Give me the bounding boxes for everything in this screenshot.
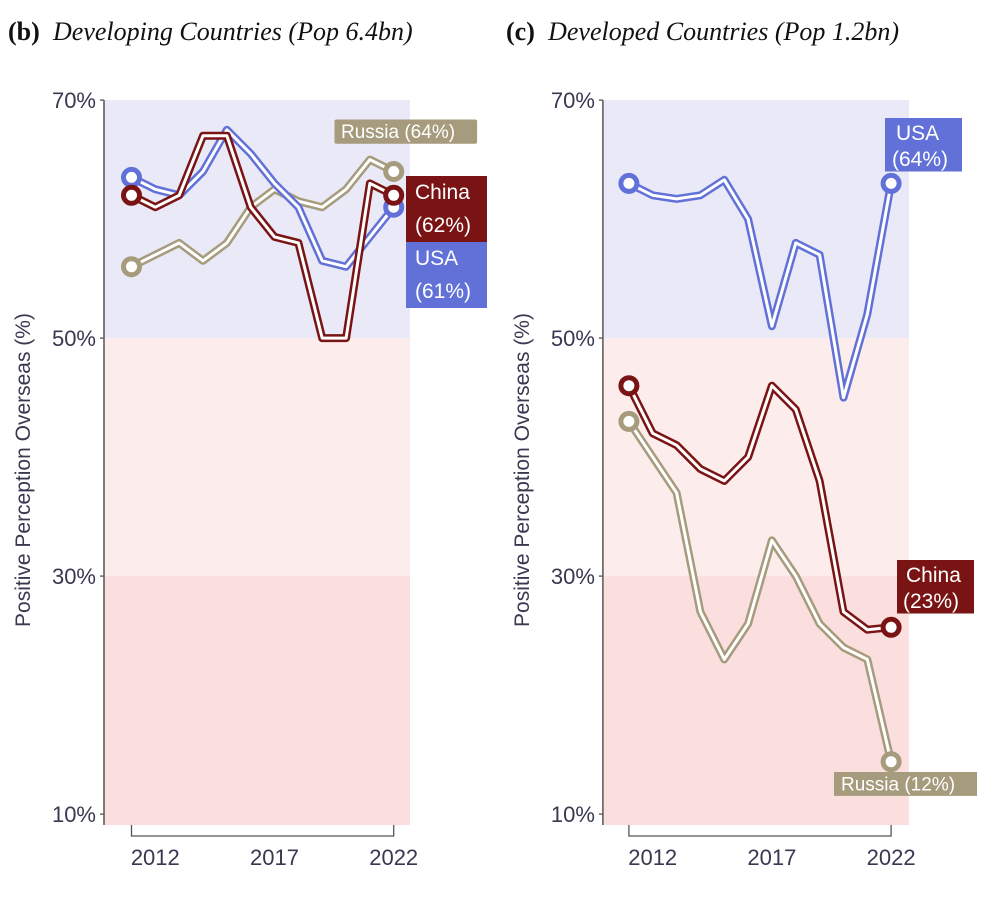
svg-text:(64%): (64%) [892, 148, 948, 171]
svg-text:2022: 2022 [867, 845, 916, 870]
svg-text:70%: 70% [551, 88, 595, 113]
svg-text:30%: 30% [551, 564, 595, 589]
svg-text:USA: USA [896, 122, 939, 145]
svg-text:70%: 70% [52, 88, 96, 113]
svg-text:2017: 2017 [250, 845, 299, 870]
svg-text:2022: 2022 [369, 845, 418, 870]
svg-text:30%: 30% [52, 564, 96, 589]
svg-text:10%: 10% [551, 802, 595, 827]
svg-text:10%: 10% [52, 802, 96, 827]
svg-text:Russia (12%): Russia (12%) [841, 775, 955, 796]
svg-text:Positive Perception Overseas (: Positive Perception Overseas (%) [511, 313, 534, 627]
svg-text:50%: 50% [551, 326, 595, 351]
svg-text:Positive Perception Overseas (: Positive Perception Overseas (%) [12, 313, 35, 627]
svg-text:2012: 2012 [628, 845, 677, 870]
svg-text:China: China [906, 564, 961, 587]
svg-text:(62%): (62%) [415, 214, 471, 237]
svg-text:50%: 50% [52, 326, 96, 351]
svg-text:Russia (64%): Russia (64%) [341, 122, 455, 143]
svg-text:(61%): (61%) [415, 280, 471, 303]
svg-text:2012: 2012 [131, 845, 180, 870]
svg-text:2017: 2017 [747, 845, 796, 870]
svg-text:(23%): (23%) [903, 590, 959, 613]
svg-text:China: China [415, 181, 470, 204]
svg-text:USA: USA [415, 247, 458, 270]
